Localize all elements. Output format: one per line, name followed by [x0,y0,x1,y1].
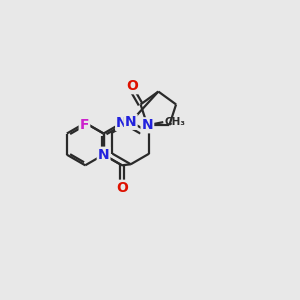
Text: F: F [80,118,89,131]
Text: N: N [116,116,128,130]
Text: O: O [126,79,138,93]
Text: N: N [125,115,136,129]
Text: N: N [98,148,109,162]
Text: O: O [116,181,128,195]
Text: CH₃: CH₃ [164,117,185,127]
Text: N: N [142,118,153,132]
